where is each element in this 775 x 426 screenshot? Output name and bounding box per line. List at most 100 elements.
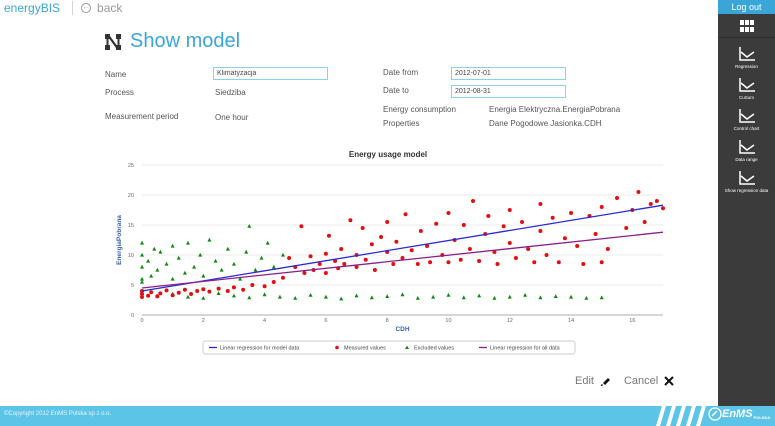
excluded-point [225, 246, 230, 251]
measured-point [323, 251, 328, 256]
excluded-point [265, 240, 270, 245]
consumption-label: Energy consumption [383, 105, 456, 114]
measured-point [642, 220, 647, 224]
chart-line-icon [738, 78, 755, 92]
edit-label: Edit [575, 375, 594, 387]
measured-point [326, 233, 331, 238]
measured-point [354, 265, 359, 269]
excluded-point [207, 237, 212, 242]
measured-point [605, 247, 610, 251]
apps-grid-button[interactable] [718, 14, 775, 38]
measured-point [636, 190, 641, 194]
cancel-button[interactable]: Cancel [624, 375, 674, 387]
excluded-point [164, 261, 169, 266]
logout-button[interactable]: Log out [718, 0, 775, 14]
measured-point [446, 260, 451, 265]
excluded-point [140, 279, 144, 284]
excluded-point [477, 293, 482, 298]
legend-entry: Excluded values [414, 346, 454, 352]
measured-point [225, 289, 230, 293]
x-tick-label: 16 [629, 318, 635, 324]
sidebar-item-regression[interactable]: Regression [718, 46, 775, 69]
measured-point [654, 199, 659, 203]
excluded-point [584, 296, 589, 300]
sidebar-item-data-range[interactable]: Data range [718, 139, 775, 162]
excluded-point [277, 294, 282, 299]
measured-point [550, 215, 555, 220]
measured-point [599, 260, 604, 265]
excluded-point [216, 291, 221, 295]
measured-point [140, 292, 144, 296]
x-tick-label: 0 [140, 318, 143, 324]
excluded-point [149, 273, 154, 278]
excluded-point [339, 296, 344, 301]
back-button[interactable]: ← back [81, 1, 122, 15]
excluded-point [280, 252, 285, 257]
measured-point [624, 226, 629, 230]
excluded-point [271, 264, 276, 269]
y-tick-label: 25 [128, 163, 134, 169]
brand-logo[interactable]: energyBIS [4, 1, 61, 15]
measured-point [507, 241, 512, 245]
measured-point [446, 211, 451, 215]
excluded-point [140, 276, 144, 281]
measured-point [477, 259, 482, 263]
excluded-point [446, 293, 451, 297]
sidebar-item-cusum[interactable]: CuSum [718, 77, 775, 100]
stripes-decoration [656, 406, 706, 426]
measured-point [342, 262, 347, 266]
measured-point [581, 262, 586, 266]
measured-point [593, 232, 598, 236]
measured-point [308, 254, 313, 259]
chart-title: Energy usage model [349, 150, 427, 159]
sidebar-item-label: Control chart [733, 126, 760, 131]
measured-point [461, 223, 466, 227]
excluded-point [253, 267, 258, 272]
excluded-point [308, 293, 313, 297]
excluded-point [369, 295, 374, 300]
back-label: back [97, 1, 123, 15]
period-value: One hour [215, 113, 249, 122]
properties-value: Dane Pogodowe Jasionka.CDH [489, 119, 602, 128]
energy-usage-chart: Energy usage model 0 5 10 15 20 25 0 2 4 6 8 10 12 14 1… [116, 150, 665, 355]
date-from-input[interactable] [451, 67, 566, 80]
sidebar-item-show-regression-data[interactable]: Show regression data [718, 170, 775, 193]
page-title: Show model [130, 30, 241, 52]
x-tick-label: 2 [202, 318, 205, 324]
measured-point [486, 214, 491, 218]
measured-point [299, 224, 304, 229]
edit-button[interactable]: Edit [575, 375, 610, 387]
enms-logo: EnMS POLSKA [708, 407, 770, 421]
name-input[interactable] [213, 67, 328, 80]
grid-icon [739, 19, 754, 32]
date-to-input[interactable] [451, 85, 566, 98]
enms-logo-text: EnMS [722, 408, 753, 420]
measured-point [538, 229, 543, 233]
measured-point [360, 226, 365, 230]
excluded-point [569, 294, 574, 299]
measured-point [434, 221, 439, 226]
excluded-point [158, 249, 163, 254]
name-label: Name [105, 70, 127, 79]
excluded-point [244, 249, 249, 254]
measured-point [317, 262, 322, 266]
measured-point [569, 211, 574, 215]
excluded-point [553, 294, 558, 298]
model-icon [105, 33, 121, 50]
measured-point [287, 256, 292, 260]
measured-point [661, 206, 665, 211]
all-data-regression-line [141, 231, 664, 289]
excluded-point [523, 293, 528, 297]
excluded-point [293, 296, 298, 300]
chart-line-icon [738, 171, 755, 185]
measured-point [323, 271, 328, 275]
excluded-point [170, 276, 175, 281]
measured-point [501, 224, 506, 229]
measured-point [425, 244, 430, 248]
measured-point [241, 287, 246, 292]
x-tick-label: 4 [263, 318, 266, 324]
measured-point [394, 239, 399, 244]
sidebar-item-control-chart[interactable]: Control chart [718, 108, 775, 131]
excluded-point [247, 224, 252, 228]
